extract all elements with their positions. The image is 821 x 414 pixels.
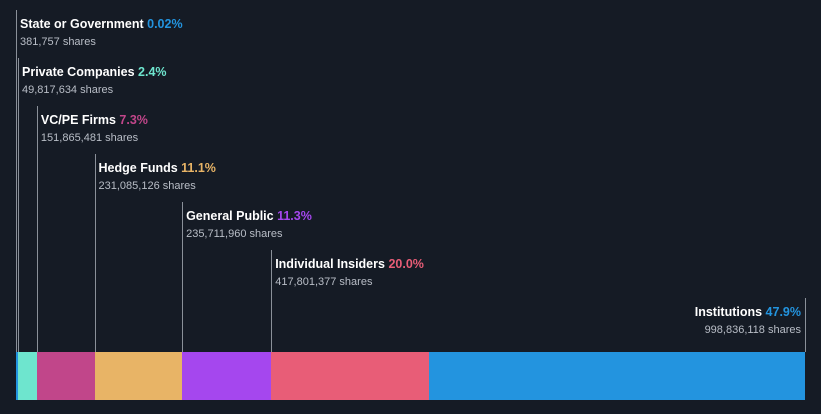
segment-percent-1: 2.4% <box>138 65 167 79</box>
segment-name-text-2: VC/PE Firms <box>40 113 120 127</box>
segment-shares-6: 998,836,118 shares <box>704 323 801 336</box>
segment-label-5: Individual Insiders 20.0% 417,801,377 sha… <box>275 258 424 288</box>
segment-shares-5: 417,801,377 shares <box>275 275 373 288</box>
segment-percent-3: 11.1% <box>181 161 216 175</box>
segment-name-6: Institutions 47.9% <box>695 306 801 319</box>
segment-percent-0: 0.02% <box>147 17 183 31</box>
segment-percent-2: 7.3% <box>119 113 148 127</box>
leader-line-5 <box>271 250 273 352</box>
segment-name-3: Hedge Funds 11.1% <box>99 162 216 175</box>
segment-percent-6: 47.9% <box>765 305 801 319</box>
segment-name-text-0: State or Government <box>20 17 148 31</box>
segment-name-text-5: Individual Insiders <box>275 257 389 271</box>
bar-segment-1 <box>18 352 37 400</box>
segment-label-2: VC/PE Firms 7.3% 151,865,481 shares <box>41 114 148 144</box>
segment-percent-5: 20.0% <box>388 257 424 271</box>
segment-name-5: Individual Insiders 20.0% <box>275 258 424 271</box>
segment-name-text-1: Private Companies <box>22 65 139 79</box>
segment-shares-3: 231,085,126 shares <box>98 179 196 192</box>
bar-segment-0 <box>16 352 18 400</box>
segment-name-0: State or Government 0.02% <box>20 18 183 31</box>
bar-segment-6 <box>428 352 805 400</box>
segment-label-0: State or Government 0.02% 381,757 shares <box>20 18 183 48</box>
segment-percent-4: 11.3% <box>277 209 312 223</box>
segment-name-1: Private Companies 2.4% <box>22 66 167 79</box>
segment-name-text-6: Institutions <box>694 305 766 319</box>
segment-label-1: Private Companies 2.4% 49,817,634 shares <box>22 66 167 96</box>
segment-label-3: Hedge Funds 11.1% 231,085,126 shares <box>99 162 216 192</box>
segment-shares-0: 381,757 shares <box>20 35 96 48</box>
bar-segment-2 <box>36 352 95 400</box>
segment-label-6: Institutions 47.9% 998,836,118 shares <box>695 306 801 336</box>
leader-line-3 <box>94 154 96 352</box>
leader-line-4 <box>182 202 184 352</box>
segment-shares-2: 151,865,481 shares <box>40 131 139 144</box>
segment-shares-1: 49,817,634 shares <box>22 83 114 96</box>
leader-line-1 <box>18 58 19 352</box>
leader-line-2 <box>36 106 38 352</box>
segment-name-2: VC/PE Firms 7.3% <box>41 114 148 127</box>
segment-shares-4: 235,711,960 shares <box>186 227 283 240</box>
bar-segment-3 <box>94 352 183 400</box>
segment-label-4: General Public 11.3% 235,711,960 shares <box>186 210 312 240</box>
segment-name-text-3: Hedge Funds <box>98 161 182 175</box>
segment-name-text-4: General Public <box>186 209 278 223</box>
leader-line-6 <box>805 298 806 352</box>
bar-segment-5 <box>271 352 429 400</box>
bar-segment-4 <box>182 352 272 400</box>
segment-name-4: General Public 11.3% <box>186 210 312 223</box>
leader-line-0 <box>16 10 17 352</box>
